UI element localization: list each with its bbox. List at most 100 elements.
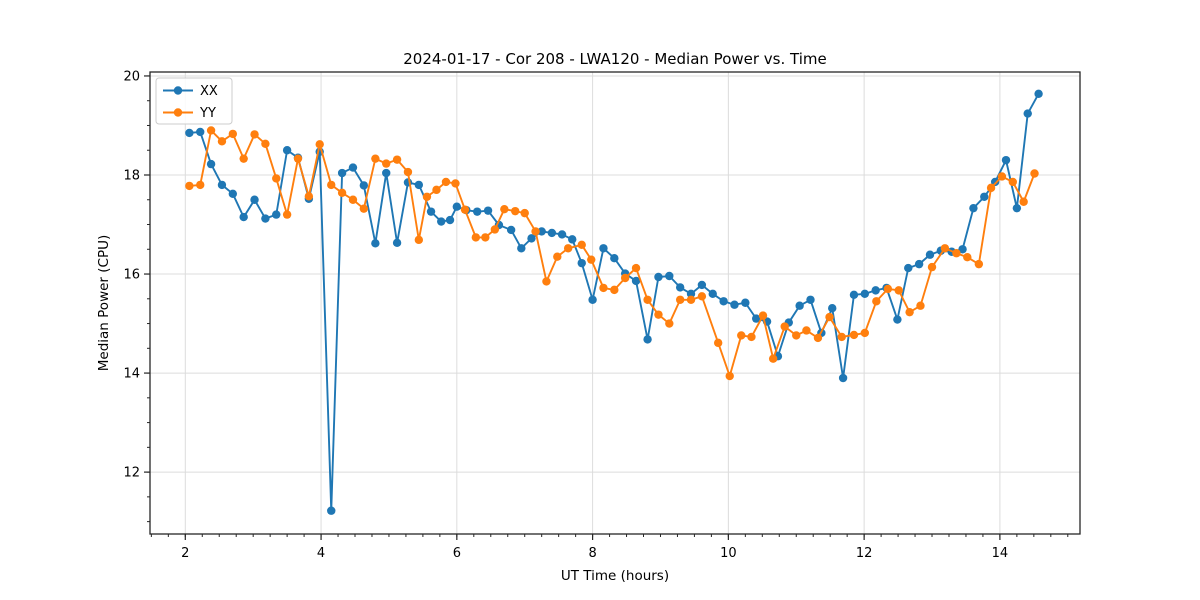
data-point-yy (422, 192, 432, 201)
x-tick-label: 6 (453, 546, 461, 561)
data-point-xx (708, 289, 717, 299)
data-point-xx (588, 295, 597, 304)
data-point-xx (752, 314, 761, 323)
data-point-xx (828, 304, 837, 313)
data-point-yy (894, 286, 903, 295)
data-point-xx (568, 235, 577, 244)
data-point-yy (675, 295, 685, 304)
data-point-xx (185, 128, 194, 138)
data-point-xx (1034, 89, 1043, 98)
data-point-xx (631, 276, 641, 286)
data-point-xx (1001, 155, 1011, 165)
data-point-yy (599, 283, 608, 293)
data-point-yy (620, 273, 630, 283)
data-point-xx (217, 180, 227, 190)
legend: XX YY (155, 77, 233, 125)
data-point-yy (553, 252, 562, 261)
data-point-yy (414, 235, 424, 245)
legend-box (155, 77, 233, 125)
data-point-yy (792, 331, 801, 340)
data-point-xx (990, 177, 1000, 187)
data-point-xx (871, 286, 880, 295)
data-point-yy (304, 192, 314, 201)
data-point-yy (747, 332, 756, 342)
data-point-yy (348, 195, 358, 204)
data-point-yy (927, 262, 937, 272)
x-tick-label: 2 (181, 546, 189, 561)
legend-label-yy: YY (199, 106, 216, 121)
data-point-yy (780, 322, 789, 331)
data-point-xx (925, 250, 935, 259)
data-point-yy (500, 204, 509, 214)
data-point-xx (206, 159, 216, 169)
data-point-yy (337, 188, 347, 198)
data-point-xx (577, 258, 586, 268)
data-point-yy (563, 244, 573, 253)
tick-labels: 2 4 6 8 10 12 14 12 14 16 18 20 (123, 69, 1008, 561)
data-point-xx (337, 168, 347, 178)
data-point-yy (1030, 169, 1039, 178)
data-point-xx (527, 234, 536, 243)
data-point-xx (719, 297, 728, 306)
data-point-xx (860, 289, 870, 299)
x-tick-label: 4 (317, 546, 325, 561)
data-point-xx (282, 146, 292, 155)
data-point-xx (1012, 203, 1022, 213)
data-point-yy (228, 129, 238, 139)
data-point-yy (511, 206, 520, 216)
data-point-yy (974, 259, 984, 269)
data-point-yy (441, 177, 451, 187)
data-point-xx (599, 244, 608, 253)
data-point-xx (838, 373, 848, 383)
data-point-xx (958, 245, 967, 254)
data-point-yy (587, 255, 596, 264)
y-tick-label: 20 (123, 69, 140, 84)
data-point-yy (359, 204, 369, 213)
data-point-yy (872, 297, 881, 306)
data-point-yy (916, 301, 925, 310)
plot-border (149, 71, 1081, 535)
plot-spines (149, 71, 1081, 535)
data-point-yy (239, 154, 248, 163)
data-point-xx (675, 283, 685, 292)
data-point-xx (371, 239, 380, 248)
data-point-xx (654, 272, 663, 282)
data-point-xx (414, 180, 424, 190)
data-point-yy (542, 277, 551, 286)
data-point-xx (517, 244, 526, 253)
x-tick-label: 8 (588, 546, 596, 561)
data-point-xx (893, 315, 902, 324)
legend-marker (173, 86, 183, 95)
data-point-xx (741, 298, 750, 307)
data-point-xx (557, 230, 567, 239)
data-point-xx (849, 290, 859, 300)
data-point-xx (250, 195, 259, 204)
data-point-yy (577, 240, 586, 250)
data-point-yy (963, 253, 972, 262)
data-point-yy (217, 137, 227, 146)
data-point-yy (737, 331, 746, 340)
data-series (185, 89, 1043, 515)
data-point-yy (825, 312, 834, 322)
axis-ticks (144, 75, 1069, 540)
data-point-xx (239, 212, 248, 222)
data-point-yy (451, 179, 460, 188)
data-point-yy (1019, 197, 1028, 206)
data-point-xx (643, 335, 652, 344)
y-tick-label: 12 (123, 466, 140, 481)
data-point-yy (883, 284, 893, 294)
data-point-yy (997, 172, 1007, 181)
data-point-yy (185, 181, 194, 191)
x-axis-label: UT Time (hours) (561, 568, 669, 584)
chart-title: 2024-01-17 - Cor 208 - LWA120 - Median P… (403, 50, 827, 68)
data-point-yy (686, 295, 696, 304)
data-point-xx (1023, 109, 1032, 118)
legend-marker (173, 108, 183, 117)
data-point-xx (359, 181, 369, 190)
data-point-xx (272, 210, 281, 219)
data-point-xx (686, 289, 696, 299)
data-point-xx (610, 253, 619, 263)
data-point-yy (315, 140, 324, 149)
data-point-yy (520, 208, 529, 218)
